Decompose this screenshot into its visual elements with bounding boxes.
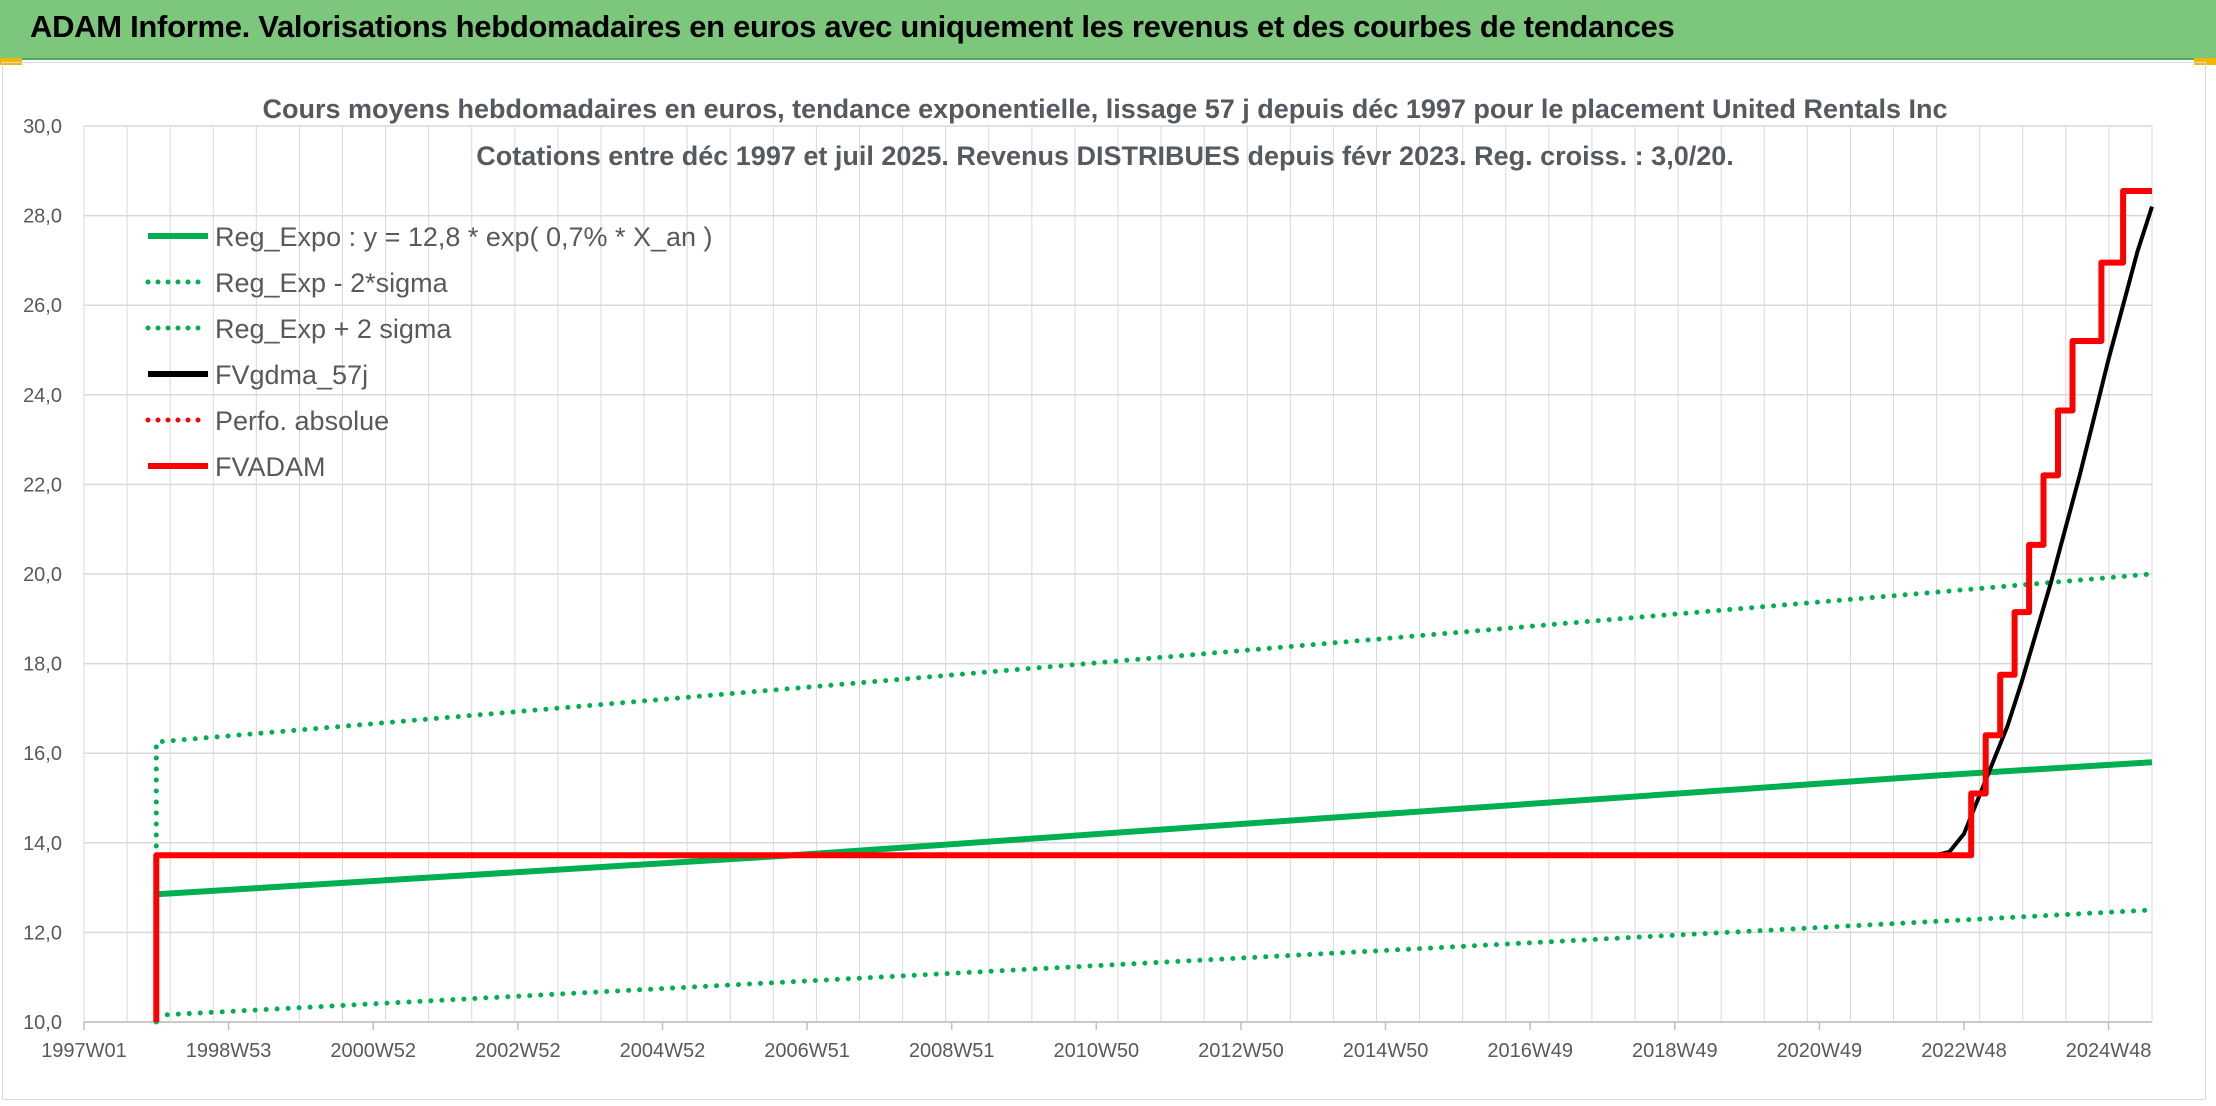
y-tick-label: 18,0 (23, 654, 62, 676)
x-tick-label: 2002W52 (475, 1040, 561, 1062)
y-tick-label: 14,0 (23, 833, 62, 855)
x-tick-label: 2000W52 (330, 1040, 416, 1062)
x-tick-label: 2006W51 (764, 1040, 850, 1062)
y-tick-label: 22,0 (23, 474, 62, 496)
x-tick-label: 2024W48 (2066, 1040, 2152, 1062)
chart-title: Cours moyens hebdomadaires en euros, ten… (262, 94, 1947, 124)
x-axis: 1997W01 1998W53 2000W52 2002W52 2004W52 2006W… (41, 1021, 2152, 1062)
legend-label: FVgdma_57j (215, 360, 368, 390)
y-tick-label: 28,0 (23, 206, 62, 228)
series-line-3 (156, 205, 2154, 858)
y-tick-label: 10,0 (23, 1012, 62, 1034)
x-tick-label: 2018W49 (1632, 1040, 1718, 1062)
x-tick-label: 2020W49 (1777, 1040, 1863, 1062)
legend: Reg_Expo : y = 12,8 * exp( 0,7% * X_an )… (145, 222, 713, 482)
y-axis: 10,0 12,0 14,0 16,0 18,0 20,0 22,0 24,0 26,0 28,0… (23, 116, 62, 1034)
x-tick-label: 2012W50 (1198, 1040, 1284, 1062)
series-line-5 (153, 188, 2152, 1022)
legend-label: Reg_Exp + 2 sigma (215, 314, 452, 344)
x-tick-label: 2022W48 (1921, 1040, 2007, 1062)
x-tick-label: 2014W50 (1343, 1040, 1429, 1062)
legend-label: FVADAM (215, 452, 326, 482)
chart-frame (2, 62, 2206, 1100)
y-tick-label: 30,0 (23, 116, 62, 138)
legend-label: Perfo. absolue (215, 406, 389, 436)
series-line-1 (153, 907, 2155, 1018)
y-tick-label: 16,0 (23, 743, 62, 765)
grid (83, 125, 2153, 1023)
x-tick-label: 1998W53 (186, 1040, 272, 1062)
x-tick-label: 2016W49 (1487, 1040, 1573, 1062)
y-tick-label: 26,0 (23, 295, 62, 317)
corner-marker (0, 58, 22, 65)
y-tick-label: 12,0 (23, 922, 62, 944)
series-layer (153, 188, 2155, 1025)
series-line-2 (153, 571, 2155, 1025)
corner-marker (2194, 58, 2216, 65)
legend-label: Reg_Expo : y = 12,8 * exp( 0,7% * X_an ) (215, 222, 713, 252)
chart-subtitle: Cotations entre déc 1997 et juil 2025. R… (476, 141, 1734, 171)
x-tick-label: 2008W51 (909, 1040, 995, 1062)
y-tick-label: 20,0 (23, 564, 62, 586)
y-tick-label: 24,0 (23, 385, 62, 407)
report-banner: ADAM Informe. Valorisations hebdomadaire… (0, 0, 2216, 60)
x-tick-label: 2004W52 (620, 1040, 706, 1062)
report-title: ADAM Informe. Valorisations hebdomadaire… (30, 9, 1675, 44)
legend-label: Reg_Exp - 2*sigma (215, 268, 449, 298)
x-tick-label: 2010W50 (1053, 1040, 1139, 1062)
series-line-0 (156, 759, 2153, 898)
x-tick-label: 1997W01 (41, 1040, 127, 1062)
